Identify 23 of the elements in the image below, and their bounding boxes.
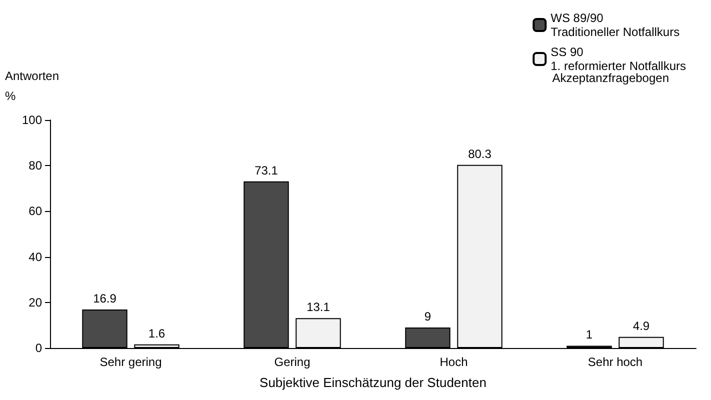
- y-tick-label: 40: [28, 250, 42, 264]
- data-label: 73.1: [254, 163, 278, 178]
- y-tick-label: 80: [28, 158, 42, 173]
- y-tick-label: 20: [28, 295, 42, 310]
- x-axis-title: Subjektive Einschätzung der Studenten: [260, 375, 486, 390]
- legend-label: WS 89/90 Traditioneller Notfallkurs: [550, 11, 680, 39]
- x-tick-label: Hoch: [440, 355, 468, 369]
- data-label: 13.1: [306, 300, 330, 314]
- x-tick-label: Gering: [274, 355, 310, 369]
- y-tick-label: 100: [22, 113, 42, 127]
- data-label: 80.3: [468, 146, 492, 161]
- data-label: 1.6: [148, 326, 166, 340]
- y-tick-label: 0: [35, 341, 42, 355]
- data-label: 9: [424, 309, 432, 324]
- data-label: 1: [586, 328, 593, 342]
- y-axis-title: Antworten %: [5, 69, 60, 103]
- data-label: 16.9: [93, 291, 117, 306]
- x-tick-label: Sehr hoch: [588, 355, 643, 369]
- legend-label: SS 90 1. reformierter Notfallkurs: [550, 45, 686, 73]
- legend-title: Akzeptanzfragebogen: [552, 71, 670, 85]
- y-tick-label: 60: [28, 204, 42, 218]
- x-tick-label: Sehr gering: [100, 355, 162, 369]
- data-label: 4.9: [632, 318, 650, 333]
